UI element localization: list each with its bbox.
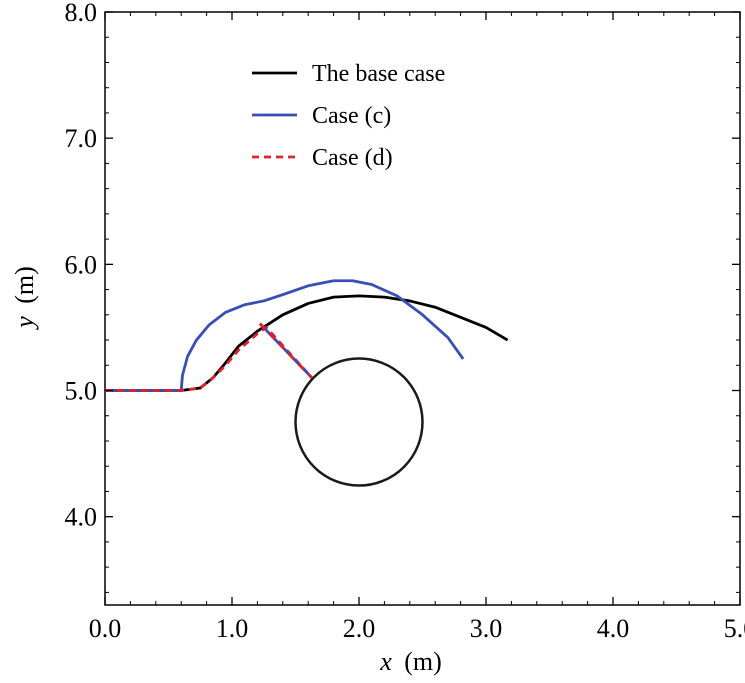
x-tick-label: 3.0 [470, 614, 503, 643]
legend-label-1: Case (c) [312, 103, 391, 129]
blue-red-segment [258, 322, 314, 379]
x-tick-label: 2.0 [343, 614, 376, 643]
plot-area [104, 11, 741, 606]
y-tick-label: 7.0 [65, 124, 98, 153]
legend-label-2: Case (d) [312, 145, 393, 171]
x-tick-label: 0.0 [89, 614, 122, 643]
legend: The base case Case (c) Case (d) [252, 61, 445, 171]
x-tick-label: 5.0 [724, 614, 745, 643]
x-axis-unit: (m) [404, 647, 442, 676]
y-axis-ticks: 4.0 5.0 6.0 7.0 8.0 [65, 0, 740, 593]
x-axis-ticks: 0.0 1.0 2.0 3.0 4.0 5.0 [89, 12, 745, 643]
x-tick-label: 1.0 [216, 614, 249, 643]
y-axis-var: y [10, 316, 39, 331]
y-tick-label: 5.0 [65, 377, 98, 406]
x-tick-label: 4.0 [597, 614, 630, 643]
x-axis-label: x (m) [379, 647, 442, 676]
y-tick-label: 6.0 [65, 250, 98, 279]
blue-red-segment-overlay [258, 322, 314, 379]
legend-label-0: The base case [312, 61, 445, 87]
y-tick-label: 4.0 [65, 503, 98, 532]
series-line-2 [105, 326, 314, 392]
series-line-1 [105, 279, 465, 392]
x-axis-var: x [379, 647, 392, 676]
plot-frame [104, 11, 741, 606]
obstacle-circle [294, 357, 424, 487]
y-tick-label: 8.0 [65, 0, 98, 27]
y-axis-unit: (m) [10, 266, 39, 304]
series-line-0 [105, 294, 509, 392]
y-axis-label: y (m) [10, 266, 39, 331]
